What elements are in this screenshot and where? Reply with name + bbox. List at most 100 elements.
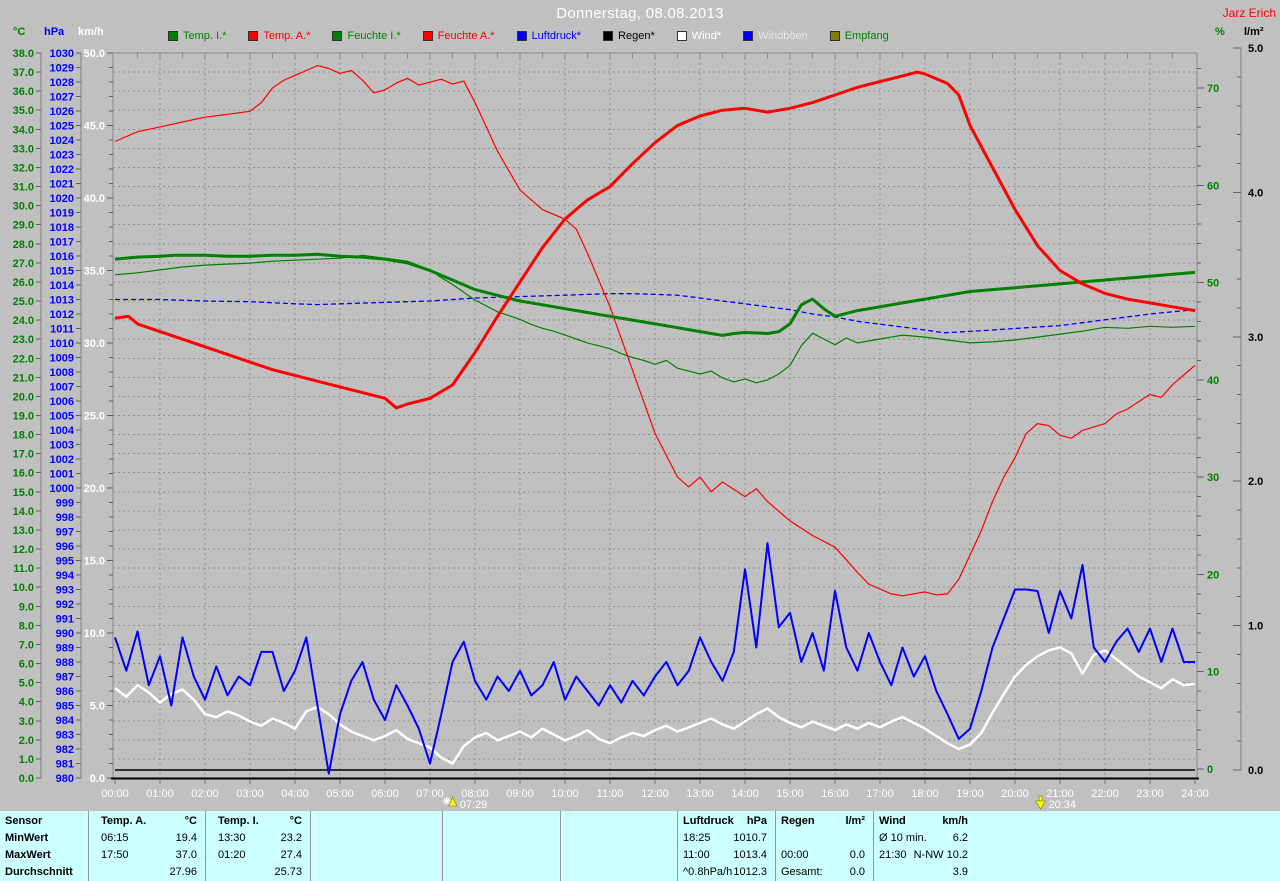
col-header: Regen: [781, 815, 815, 827]
legend-item-temp-a[interactable]: Temp. A.*: [248, 30, 310, 42]
tick-label-kmh: 25.0: [84, 411, 105, 423]
legend-item-temp-i[interactable]: Temp. I.*: [168, 30, 226, 42]
tick-label-lm2: 1.0: [1248, 621, 1263, 633]
series-wind: [114, 646, 1196, 765]
tick-label-celsius: 19.0: [13, 411, 34, 423]
x-tick-label: 09:00: [506, 788, 534, 800]
series-temp-i: [114, 252, 1196, 337]
max-time: 01:20: [218, 849, 246, 861]
tick-label-celsius: 27.0: [13, 258, 34, 270]
legend-item-luftdruck[interactable]: Luftdruck*: [516, 30, 582, 42]
tick-label-hpa: 996: [56, 541, 74, 553]
legend-label: Empfang: [844, 30, 889, 42]
tick-label-hpa: 989: [56, 643, 74, 655]
tick-label-celsius: 0.0: [19, 773, 34, 785]
sunset-icon: [1038, 795, 1043, 802]
tick-label-celsius: 37.0: [13, 67, 34, 79]
tick-label-celsius: 23.0: [13, 334, 34, 346]
tick-label-hpa: 992: [56, 599, 74, 611]
tick-label-hpa: 1018: [50, 222, 74, 234]
x-tick-label: 10:00: [551, 788, 579, 800]
tick-label-hpa: 988: [56, 657, 74, 669]
tick-label-lm2: 0.0: [1248, 765, 1263, 777]
tick-label-hpa: 1000: [50, 483, 74, 495]
x-tick-label: 00:00: [101, 788, 129, 800]
legend-label: Temp. A.*: [263, 30, 311, 42]
tick-label-hpa: 1013: [50, 295, 74, 307]
table-row-label-maxwert: MaxWert: [5, 849, 51, 861]
tick-label-percent: 50: [1207, 278, 1219, 290]
x-tick-label: 06:00: [371, 788, 399, 800]
table-separator: [442, 811, 443, 881]
legend-item-feuchte-i[interactable]: Feuchte I.*: [332, 30, 401, 42]
date-title: Donnerstag, 08.08.2013: [556, 5, 724, 22]
tick-label-hpa: 1027: [50, 92, 74, 104]
legend-label: Temp. I.*: [183, 30, 227, 42]
tick-label-hpa: 1028: [50, 77, 74, 89]
tick-label-celsius: 12.0: [13, 544, 34, 556]
x-tick-label: 17:00: [866, 788, 894, 800]
tick-label-celsius: 38.0: [13, 48, 34, 60]
tick-label-kmh: 45.0: [84, 121, 105, 133]
col-unit: l/m²: [845, 815, 865, 827]
min-value: 1010.7: [733, 832, 767, 844]
tick-label-celsius: 22.0: [13, 353, 34, 365]
tick-label-hpa: 981: [56, 759, 74, 771]
tick-label-celsius: 34.0: [13, 124, 34, 136]
tick-label-celsius: 26.0: [13, 277, 34, 289]
x-tick-label: 24:00: [1181, 788, 1209, 800]
min-time: 18:25: [683, 832, 711, 844]
legend-item-regen[interactable]: Regen*: [603, 30, 655, 42]
x-tick-label: 14:00: [731, 788, 759, 800]
sunrise-icon: [448, 796, 458, 807]
table-row-label-durchschnitt: Durchschnitt: [5, 866, 73, 878]
max-value: 37.0: [175, 849, 197, 861]
tick-label-hpa: 1021: [50, 179, 74, 191]
max-time: 11:00: [683, 849, 710, 861]
tick-label-hpa: 1007: [50, 382, 74, 394]
x-tick-label: 19:00: [956, 788, 984, 800]
tick-label-hpa: 984: [56, 715, 75, 727]
tick-label-hpa: 1019: [50, 208, 74, 220]
tick-label-celsius: 10.0: [13, 582, 34, 594]
col-unit: °C: [289, 815, 302, 827]
tick-label-lm2: 2.0: [1248, 476, 1263, 488]
legend-item-wind[interactable]: Wind*: [676, 30, 721, 42]
min-time: 06:15: [101, 832, 129, 844]
legend-item-feuchte-a[interactable]: Feuchte A.*: [422, 30, 495, 42]
col-header: Temp. I.: [218, 815, 259, 827]
tick-label-hpa: 1012: [50, 309, 74, 321]
y-axis-label-celsius: °C: [13, 26, 26, 38]
col-header: Temp. A.: [101, 815, 147, 827]
tick-label-hpa: 1029: [50, 63, 74, 75]
col-header: Luftdruck: [683, 815, 734, 827]
legend-label: Luftdruck*: [531, 30, 582, 42]
legend-item-windb-en[interactable]: Windböen: [743, 30, 808, 42]
avg-label: ^0.8hPa/h: [683, 866, 733, 878]
tick-label-lm2: 3.0: [1248, 332, 1263, 344]
tick-label-celsius: 8.0: [19, 620, 34, 632]
x-tick-label: 16:00: [821, 788, 849, 800]
table-separator: [775, 811, 776, 881]
legend-swatch-empfang: [829, 31, 840, 41]
tick-label-celsius: 24.0: [13, 315, 34, 327]
tick-label-celsius: 32.0: [13, 162, 34, 174]
tick-label-hpa: 1003: [50, 440, 74, 452]
tick-label-celsius: 7.0: [19, 639, 34, 651]
min-time: 13:30: [218, 832, 246, 844]
table-col-regen: Regen l/m² 00:00 0.0 Gesamt: 0.0: [779, 811, 869, 881]
legend-item-empfang[interactable]: Empfang: [829, 30, 889, 42]
tick-label-celsius: 16.0: [13, 468, 34, 480]
tick-label-hpa: 1009: [50, 353, 74, 365]
tick-label-hpa: 990: [56, 628, 74, 640]
table-col-luftdruck: Luftdruck hPa 18:25 1010.7 11:00 1013.4 ^0.…: [681, 811, 771, 881]
tick-label-celsius: 3.0: [19, 716, 34, 728]
tick-label-hpa: 1022: [50, 164, 74, 176]
avg-label: Gesamt:: [781, 866, 823, 878]
col-unit: °C: [184, 815, 197, 827]
legend-swatch-luftdruck: [516, 31, 527, 41]
max-time: 00:00: [781, 849, 809, 861]
tick-label-percent: 0: [1207, 764, 1213, 776]
stats-table: Sensor MinWert MaxWert Durchschnitt Temp…: [0, 811, 1280, 881]
tick-label-celsius: 25.0: [13, 296, 34, 308]
